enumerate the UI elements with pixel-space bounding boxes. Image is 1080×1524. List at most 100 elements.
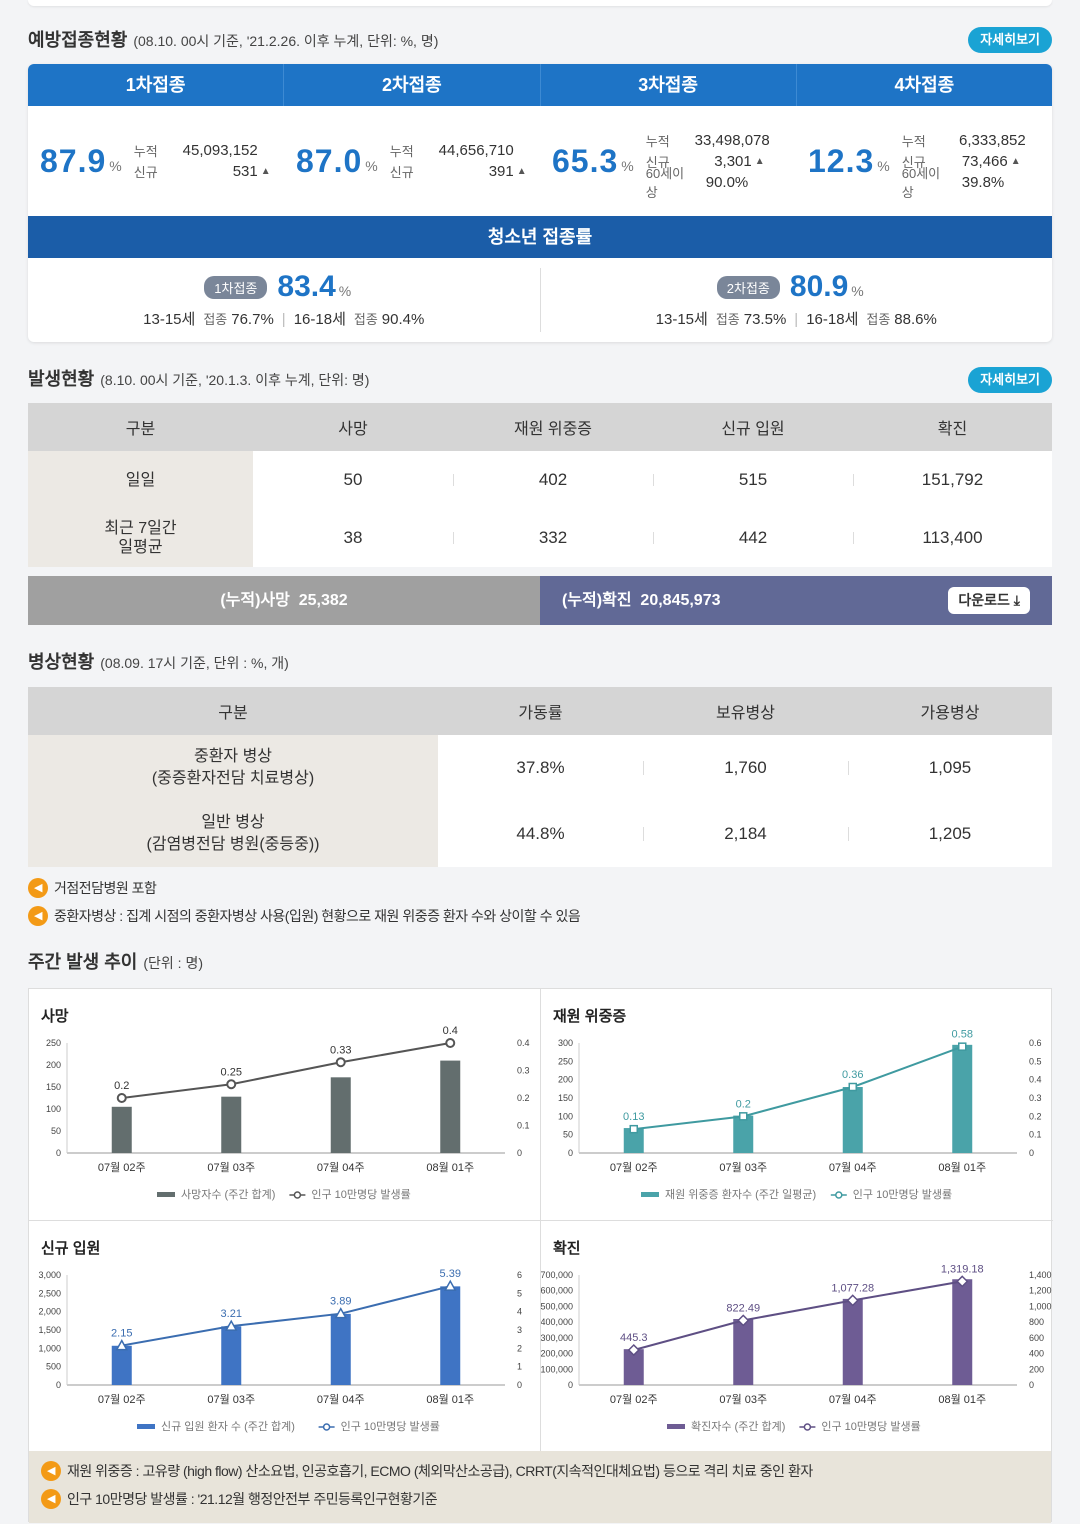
up-triangle-icon: ▲ [1010,155,1021,167]
y-tick-label: 0 [56,1380,61,1390]
chart-severe: 300 250 200 150 100 50 0 0.6 0.5 0.4 0.3 0.2 0.1 0 07월… [541,989,1053,1221]
line-point [445,1038,456,1048]
y-tick-label: 0 [568,1148,573,1158]
x-tick-label: 08월 01주 [938,1393,986,1406]
y2-tick-label: 1 [517,1362,522,1372]
row-header: 일반 병상 (감염병전담 병원(중등중)) [28,801,438,867]
table-row: 일반 병상 (감염병전담 병원(중등중)) 44.8% 2,184 1,205 [28,801,1052,867]
up-triangle-icon: ▲ [754,155,765,167]
data-label: 0.33 [330,1044,351,1056]
y2-tick-label: 0.5 [1029,1056,1042,1066]
y-tick-label: 2,500 [38,1288,61,1298]
speaker-icon: ◀ [41,1461,61,1481]
new-label: 신규 [645,154,670,170]
table-cell: 50 [343,470,363,489]
dose-4-header: 4차접종 [894,75,955,95]
y2-tick-label: 1,400 [1029,1270,1052,1280]
legend-bar-swatch [157,1192,175,1197]
weekly-title: 주간 발생 추이 (단위 : 명) [28,952,204,972]
y2-tick-label: 200 [1029,1364,1044,1374]
cumulative-death: (누적)사망 25,382 [28,576,540,625]
bar [623,1349,644,1385]
table-row: 일일 50 402 515 151,792 [28,451,1052,509]
data-label: 1,319.18 [941,1263,984,1275]
y2-tick-label: 0.3 [1029,1093,1042,1103]
speaker-icon: ◀ [41,1489,61,1509]
youth-dose-1-pct: 83.4 [277,270,336,303]
y-tick-label: 100,000 [541,1364,573,1374]
beds-header-row: 구분 가동률 보유병상 가용병상 [28,687,1052,735]
dose-2-cum: 44,656,710 [438,142,514,159]
col-header: 재원 위중증 [453,403,653,451]
y2-tick-label: 0.4 [517,1038,530,1048]
cum-label: 누적 [645,133,670,149]
youth-row: 1차접종 83.4% 13-15세 접종 76.7% | 16-18세 접종 90.4% 2차… [28,258,1052,342]
data-label: 3.89 [330,1296,351,1308]
line-point [116,1093,127,1103]
data-label: 2.15 [111,1328,132,1340]
dose-2-cell: 87.0% 누적 44,656,710 신규 391 ▲ [284,106,540,216]
table-cell: 515 [653,451,853,509]
y2-tick-label: 0.1 [517,1121,530,1131]
x-tick-label: 07월 03주 [719,1161,767,1174]
col-header: 구분 [28,403,253,451]
table-row: 중환자 병상 (중증환자전담 치료병상) 37.8% 1,760 1,095 [28,735,1052,801]
vacc-label: 접종 [203,312,228,327]
y-tick-label: 1,500 [38,1325,61,1335]
bar [330,1077,351,1153]
data-label: 5.39 [440,1268,461,1280]
line-point [224,1319,238,1331]
chart-title: 신규 입원 [41,1240,101,1257]
dose-1-stats: 누적 45,093,152 신규 531 ▲ [134,140,271,182]
y-tick-label: 1,000 [38,1343,61,1353]
y2-tick-label: 0 [517,1380,522,1390]
legend-bar-swatch [667,1424,685,1429]
pct-unit: % [109,158,122,174]
pct-unit: % [851,283,864,299]
vacc-label: 접종 [715,312,740,327]
x-tick-label: 07월 03주 [207,1161,255,1174]
beds-title: 병상현황 (08.09. 17시 기준, 단위 : %, 개) [28,652,289,672]
legend-label: 인구 10만명당 발생률 [341,1420,440,1433]
col-header: 신규 입원 [653,403,853,451]
age-group: 13-15세 [655,311,708,328]
data-label: 445.3 [620,1332,648,1344]
y2-tick-label: 5 [517,1288,522,1298]
line-point [739,1112,748,1121]
bar [842,1087,863,1153]
y2-tick-label: 600 [1029,1333,1044,1343]
download-button[interactable]: 다운로드 ⤓ [948,587,1030,614]
y-tick-label: 500 [46,1362,61,1372]
y-tick-label: 200 [558,1075,573,1085]
pct-unit: % [621,158,634,174]
y2-tick-label: 400 [1029,1349,1044,1359]
dose-header-row: 1차접종 2차접종 3차접종 4차접종 [28,64,1052,106]
dose-3-pct: 65.3 [552,142,619,179]
bar [221,1326,242,1385]
line-point [443,1279,457,1291]
series-line [121,1285,451,1347]
legend-marker [293,1191,302,1199]
age-group: 16-18세 [293,311,346,328]
download-icon: ⤓ [1013,592,1020,608]
beds-table: 구분 가동률 보유병상 가용병상 중환자 병상 (중증환자전담 치료병상) 37… [28,687,1052,867]
vacc-label: 접종 [353,312,378,327]
y-tick-label: 600,000 [541,1286,573,1296]
table-cell: 332 [453,509,653,567]
new-label: 신규 [133,165,158,180]
dose-4-new: 73,466 [961,152,1008,170]
divider: | [794,311,799,328]
y-tick-label: 400,000 [541,1317,573,1327]
series-line [121,1042,451,1099]
occurrence-detail-button[interactable]: 자세히보기 [968,367,1052,393]
up-triangle-icon: ▲ [516,166,527,177]
line-point [335,1057,346,1068]
vaccination-detail-button[interactable]: 자세히보기 [968,27,1052,53]
line-point [226,1079,237,1090]
y2-tick-label: 0.3 [517,1066,530,1076]
chart-svg: 700,000 600,000 500,000 400,000 300,000 200,0… [541,1263,1052,1433]
youth-header: 청소년 접종률 [28,216,1052,258]
y-tick-label: 300,000 [541,1333,573,1343]
pct-unit: % [365,158,378,174]
col-header: 가용병상 [848,687,1052,735]
